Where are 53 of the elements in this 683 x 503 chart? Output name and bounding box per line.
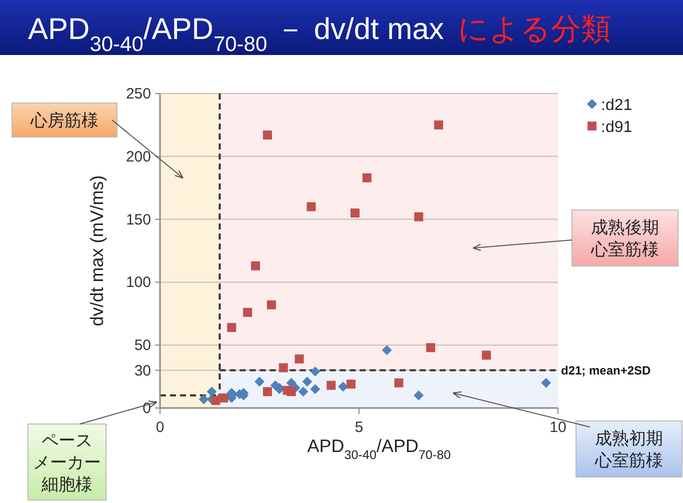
point — [426, 343, 436, 352]
y-tick-label: 0 — [142, 400, 151, 417]
point — [434, 120, 444, 130]
y-tick-label: 50 — [134, 337, 151, 354]
point — [298, 386, 308, 397]
x-tick-label: 0 — [156, 419, 164, 436]
chart-subtitle: による分類 — [458, 13, 611, 46]
point — [294, 354, 304, 364]
point — [382, 345, 392, 356]
point — [310, 366, 320, 377]
point — [254, 376, 264, 387]
point — [310, 384, 320, 394]
point — [211, 396, 220, 405]
y-tick-label: 250 — [126, 86, 151, 102]
point — [266, 300, 276, 310]
point — [262, 387, 272, 396]
point — [346, 380, 356, 389]
x-tick-label: 10 — [550, 419, 566, 436]
point — [306, 202, 316, 212]
y-tick-label: 200 — [126, 148, 151, 166]
y-tick-label: 100 — [126, 274, 151, 292]
point — [286, 387, 296, 396]
point — [482, 350, 491, 360]
y-tick-label: 30 — [134, 362, 151, 380]
point — [219, 393, 228, 402]
legend-label: :d21 — [601, 97, 632, 114]
y-axis-title: dv/dt max (mV/ms) — [87, 175, 107, 326]
point — [394, 378, 404, 388]
point — [278, 363, 288, 372]
annotation: ペースメーカー細胞様 — [28, 424, 106, 500]
x-axis-title: APD$_{30-40}$/APD$_{70-80}$ — [307, 436, 451, 462]
title: APD$_{30-40}$/APD$_{70-80}$ － dv/dt max — [28, 13, 444, 56]
legend-label: :d91 — [601, 119, 632, 136]
point — [206, 386, 217, 397]
point — [243, 308, 252, 317]
point — [414, 212, 424, 222]
x-tick-label: 5 — [354, 419, 364, 436]
point — [338, 382, 348, 392]
annotation: 心房筋様 — [12, 102, 118, 138]
annotation: 成熟初期心室筋様 — [576, 420, 682, 478]
y-tick-label: 150 — [126, 211, 151, 228]
point — [350, 208, 360, 218]
point — [362, 173, 372, 182]
point — [414, 390, 424, 400]
point — [302, 376, 312, 387]
point — [198, 394, 209, 404]
point — [541, 378, 552, 388]
point — [251, 261, 260, 270]
point — [227, 322, 236, 332]
point — [326, 380, 336, 390]
ref-line-label: d21; mean+2SD — [561, 363, 652, 378]
annotation: 成熟後期心室筋様 — [572, 210, 678, 266]
point — [262, 130, 272, 140]
